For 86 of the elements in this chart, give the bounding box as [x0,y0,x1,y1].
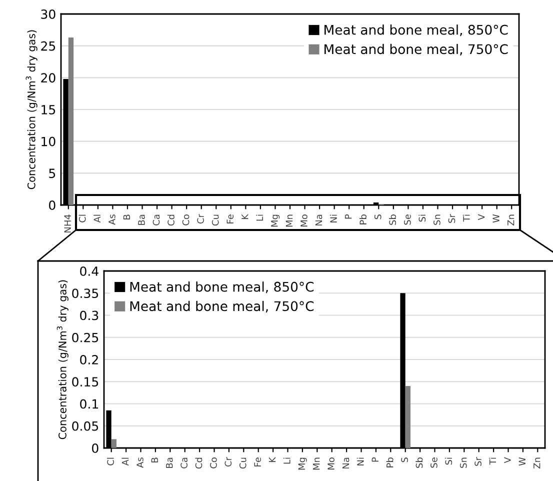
y-tick-label: 0.05 [72,421,98,431]
bar [405,386,410,448]
y-tick-label: 30 [41,9,56,19]
x-tick-label: Al [94,214,100,223]
x-tick-label: Zn [534,458,540,469]
y-tick-label: 0.35 [72,288,98,298]
x-tick-label: V [478,214,485,220]
x-tick-label: Ni [356,458,364,466]
x-tick-label: Mn [286,214,292,227]
x-tick-label: S [374,214,382,220]
x-tick-label: Cu [239,458,246,469]
x-tick-label: Mo [300,214,308,226]
x-tick-label: Ca [180,458,188,468]
y-tick-label: 0 [49,200,56,210]
x-tick-label: Na [342,458,350,468]
x-tick-label: V [504,457,511,464]
x-tick-label: Si [445,458,452,465]
x-tick-label: Se [404,214,411,225]
x-tick-label: Pb [386,458,394,468]
x-tick-label: Sn [460,458,467,468]
x-tick-label: As [136,457,144,468]
x-tick-label: Ba [138,214,145,225]
y-tick-label: 0.2 [80,354,98,364]
x-tick-label: W [492,214,500,223]
x-tick-label: Fe [254,458,261,466]
x-tick-label: K [242,214,248,220]
legend-label: Meat and bone meal, 750°C [324,44,508,56]
x-tick-label: Sb [389,214,396,225]
x-tick-label: Cr [197,214,204,224]
legend-label: Meat and bone meal, 850°C [324,24,508,36]
x-tick-label: Si [418,214,426,222]
y-tick-label: 0.1 [80,399,98,409]
bar [68,38,74,205]
y-tick-label: 0 [92,443,98,453]
x-tick-label: Sb [416,458,423,468]
x-tick-label: Ba [166,458,173,468]
y-tick-label: 25 [41,41,56,51]
x-tick-label: Mo [328,458,334,470]
y-tick-label: 0.15 [72,377,98,387]
x-tick-label: B [151,458,158,462]
x-tick-label: B [123,214,130,220]
x-tick-label: P [372,457,378,462]
bar [111,439,116,448]
y-tick-label: 20 [41,73,56,83]
x-tick-label: Zn [508,214,514,226]
x-tick-label: Ti [462,214,470,222]
x-tick-label: Al [122,458,129,466]
x-tick-label: Ti [489,458,496,465]
x-tick-label: Co [182,214,190,226]
x-tick-label: Pb [360,214,366,224]
legend-label: Meat and bone meal, 850°C [130,282,314,294]
x-tick-label: Fe [226,214,234,224]
x-tick-label: S [401,458,408,462]
x-tick-label: Cd [195,458,202,469]
y-tick-label: 0.3 [80,310,98,320]
x-tick-label: Mg [271,214,280,227]
x-tick-label: Cl [106,458,114,466]
x-tick-label: Li [283,458,290,464]
x-tick-label: Sn [434,214,440,225]
x-tick-label: K [268,456,276,462]
x-tick-label: NH4 [64,214,71,232]
x-tick-label: Li [256,214,263,221]
x-tick-label: Mn [313,458,320,470]
y-tick-label: 10 [42,136,56,146]
x-tick-label: Cd [167,214,174,226]
x-tick-label: W [518,457,526,466]
x-tick-label: Na [315,214,322,226]
legend-label: Meat and bone meal, 750°C [130,300,314,312]
y-axis-title: Concentration (g/Nm$^{3}$ dry gas) [26,30,38,190]
x-tick-label: As [108,214,116,225]
y-tick-label: 15 [42,105,56,114]
x-tick-label: Sr [474,457,482,466]
y-tick-label: 5 [49,168,56,178]
x-tick-label: Ni [330,214,337,222]
x-tick-label: Mg [298,458,307,470]
x-tick-label: Cl [78,214,86,222]
x-tick-label: Cu [212,214,219,226]
y-tick-label: 0.25 [72,332,98,342]
y-axis-title: Concentration (g/Nm$^{3}$ dry gas) [56,280,68,440]
x-tick-label: Se [430,458,438,468]
x-tick-label: Sr [448,214,456,223]
x-tick-label: Co [210,458,217,468]
x-tick-label: Cr [224,457,232,467]
y-tick-label: 0.4 [80,266,98,276]
x-tick-label: P [345,214,352,219]
x-tick-label: Ca [152,214,160,226]
